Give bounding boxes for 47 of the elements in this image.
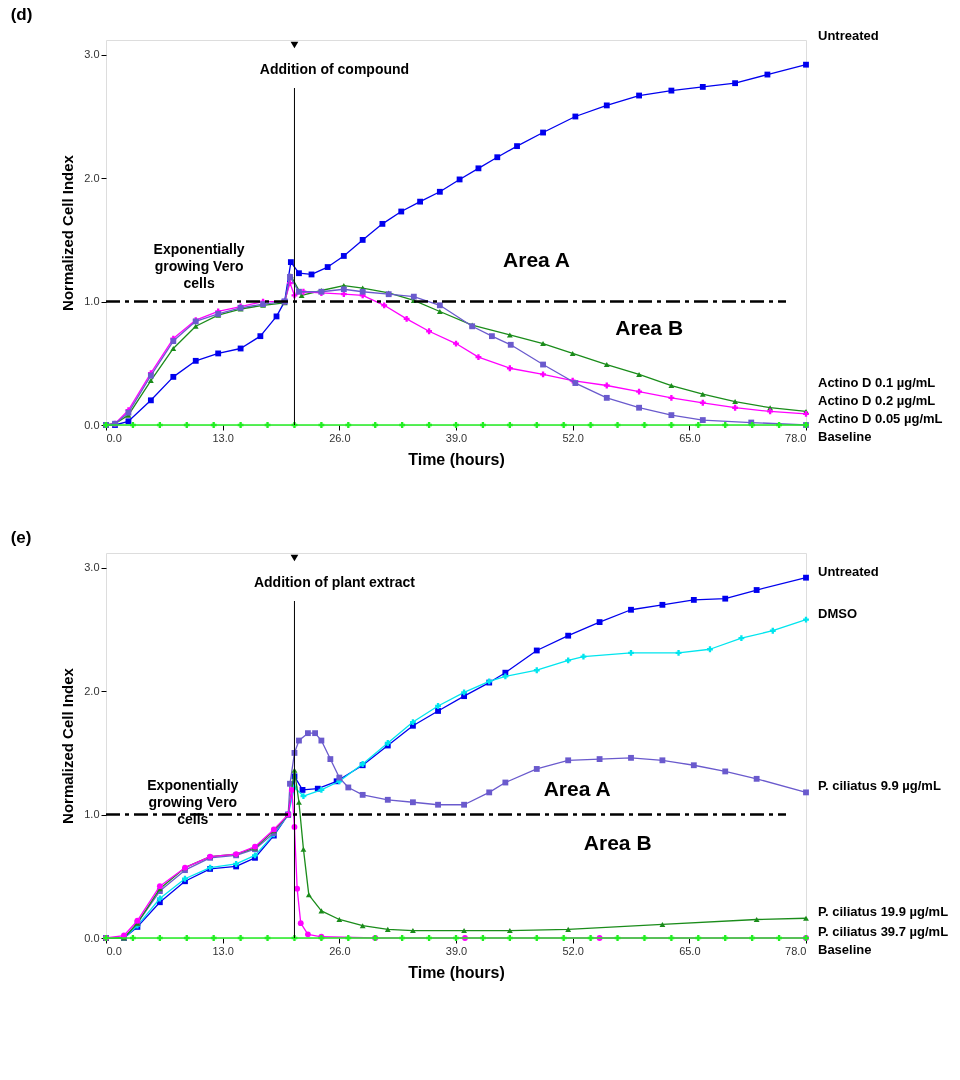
y-tick-label: 2.0 xyxy=(84,684,100,697)
x-tick-label: 52.0 xyxy=(562,944,584,957)
chart-title: (e) xyxy=(10,528,32,547)
series-label: Baseline xyxy=(818,942,872,957)
x-axis-title: Time (hours) xyxy=(408,963,505,981)
series-label: P. ciliatus 9.9 µg/mL xyxy=(818,778,941,794)
series-label: Untreated xyxy=(818,28,879,44)
annotation: Area A xyxy=(543,776,611,800)
series-label: Actino D 0.2 µg/mL xyxy=(818,393,936,408)
series-label: Actino D 0.1 µg/mL xyxy=(818,375,936,390)
series-label: DMSO xyxy=(818,605,857,621)
y-tick-label: 1.0 xyxy=(84,295,100,308)
annotation: Area A xyxy=(503,247,570,271)
x-tick-label: 39.0 xyxy=(445,431,468,444)
annotation: Area B xyxy=(583,831,652,855)
y-tick-label: 0.0 xyxy=(84,931,100,944)
series-label: Actino D 0.05 µg/mL xyxy=(818,411,943,426)
annotation: Exponentially growing Vero cells xyxy=(153,240,245,291)
legend-label: Addition of plant extract xyxy=(253,574,416,590)
series-label: P. ciliatus 39.7 µg/mL xyxy=(818,924,949,939)
annotation: Area B xyxy=(615,315,684,339)
y-tick-label: 3.0 xyxy=(84,561,100,574)
x-tick-label: 52.0 xyxy=(562,431,584,444)
series-label: Untreated xyxy=(818,563,879,579)
x-tick-label: 65.0 xyxy=(679,944,701,957)
y-tick-label: 2.0 xyxy=(84,171,100,184)
y-axis-title: Normalized Cell Index xyxy=(59,154,77,311)
annotation: Exponentially growing Vero cells xyxy=(147,777,239,828)
series-label: Baseline xyxy=(818,429,872,444)
legend-label: Addition of compound xyxy=(259,61,410,77)
x-tick-label: 39.0 xyxy=(445,944,468,957)
x-tick-label: 13.0 xyxy=(212,944,234,957)
x-tick-label: 78.0 xyxy=(785,431,807,444)
x-tick-label: 26.0 xyxy=(329,431,351,444)
series-label: P. ciliatus 19.9 µg/mL xyxy=(818,904,949,920)
y-axis-title: Normalized Cell Index xyxy=(59,667,77,824)
x-tick-label: 78.0 xyxy=(785,944,807,957)
x-tick-label: 65.0 xyxy=(679,431,701,444)
x-tick-label: 0.0 xyxy=(106,944,122,957)
y-tick-label: 0.0 xyxy=(84,418,100,431)
x-axis-title: Time (hours) xyxy=(408,450,505,468)
x-tick-label: 0.0 xyxy=(106,431,122,444)
chart-title: (d) xyxy=(10,5,33,25)
x-tick-label: 26.0 xyxy=(329,944,351,957)
y-tick-label: 1.0 xyxy=(84,808,100,821)
x-tick-label: 13.0 xyxy=(212,431,234,444)
y-tick-label: 3.0 xyxy=(84,48,100,61)
